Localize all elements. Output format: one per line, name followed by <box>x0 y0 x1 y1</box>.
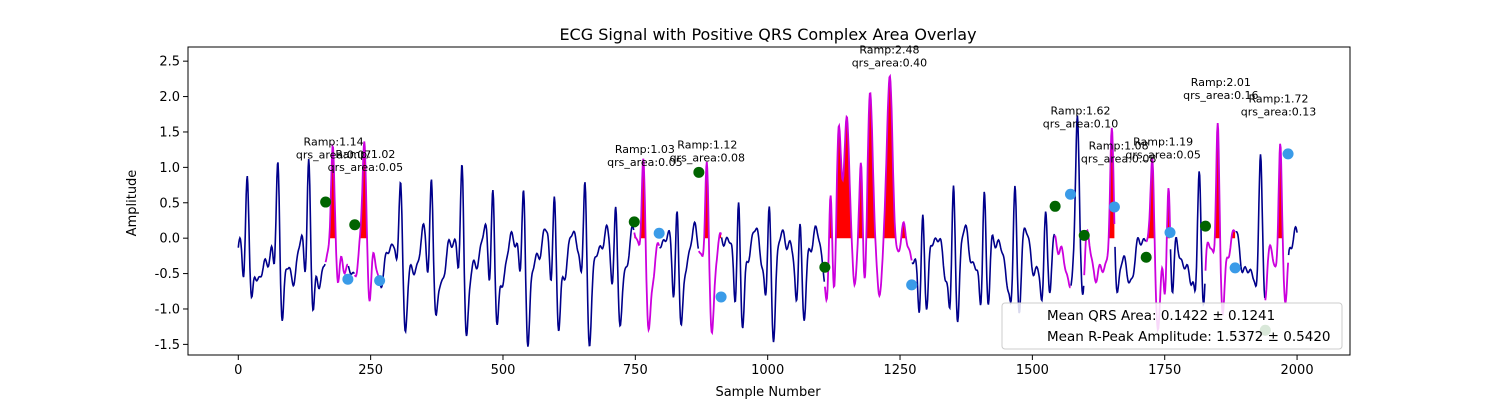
x-tick-label: 0 <box>234 363 242 378</box>
qrs-offset-marker <box>1282 148 1294 160</box>
qrs-onset-marker <box>320 196 332 208</box>
r-amp-label: Ramp:2.01 <box>1191 76 1251 89</box>
ecg-signal-segment <box>1169 171 1206 308</box>
qrs-offset-marker <box>653 227 665 239</box>
qrs-segment-layer <box>324 73 1289 336</box>
y-tick-label: -0.5 <box>155 267 180 282</box>
ecg-signal-segment <box>1114 237 1147 294</box>
r-amp-label: Ramp:1.14 <box>304 135 364 148</box>
x-axis-title: Sample Number <box>715 385 821 400</box>
qrs-area-label: qrs_area:0.05 <box>607 156 682 169</box>
qrs-area-label: qrs_area:0.13 <box>1241 105 1316 118</box>
r-amp-label: Ramp:1.08 <box>1089 140 1149 153</box>
chart-title: ECG Signal with Positive QRS Complex Are… <box>559 25 976 44</box>
x-tick-label: 1500 <box>1016 363 1049 378</box>
qrs-positive-area <box>829 76 907 239</box>
qrs-offset-marker <box>1164 227 1176 239</box>
qrs-onset-marker <box>1078 229 1090 241</box>
r-amp-label: Ramp:1.03 <box>615 143 675 156</box>
qrs-segment <box>698 161 722 336</box>
ecg-signal-segment <box>347 265 355 276</box>
x-tick-label: 1750 <box>1148 363 1181 378</box>
y-tick-label: 1.0 <box>159 161 180 176</box>
legend-entry: Mean R-Peak Amplitude: 1.5372 ± 0.5420 <box>1047 329 1331 345</box>
ecg-signal-segment <box>659 211 700 327</box>
qrs-segment <box>324 143 349 284</box>
qrs-onset-marker <box>693 166 705 178</box>
r-amp-label: Ramp:1.02 <box>335 148 395 161</box>
qrs-area-label: qrs_area:0.08 <box>1081 153 1156 166</box>
qrs-area-label: qrs_area:0.05 <box>328 161 403 174</box>
legend-box <box>1001 302 1343 350</box>
ecg-signal-segment <box>1235 154 1266 299</box>
qrs-onset-marker <box>1140 251 1152 263</box>
ecg-signal-segment <box>379 164 635 347</box>
y-tick-label: 0.5 <box>159 196 180 211</box>
r-amp-label: Ramp:1.72 <box>1249 92 1309 105</box>
qrs-area-label: qrs_area:0.07 <box>296 148 371 161</box>
x-tick-label: 2000 <box>1281 363 1314 378</box>
r-amp-label: Ramp:1.62 <box>1051 104 1111 117</box>
qrs-segment <box>353 141 381 302</box>
qrs-onset-marker <box>628 216 640 228</box>
qrs-onset-marker <box>1199 220 1211 232</box>
ecg-signal-segment <box>911 185 1056 323</box>
qrs-area-label: qrs_area:0.05 <box>1125 148 1200 161</box>
legend-entry: Mean QRS Area: 0.1422 ± 0.1241 <box>1047 308 1275 324</box>
qrs-offset-marker <box>374 275 386 287</box>
x-axis: 0 250 500 750 1000 1250 1500 1750 2000 <box>234 355 1314 378</box>
qrs-offset-marker <box>715 291 727 303</box>
qrs-offset-marker <box>1229 262 1241 274</box>
y-axis: -1.5 -1.0 -0.5 0.0 0.5 1.0 1.5 2.0 2.5 <box>155 55 188 353</box>
ecg-signal-segment <box>1070 115 1085 295</box>
qrs-area-label: qrs_area:0.08 <box>670 151 745 164</box>
r-amp-label: Ramp:1.12 <box>677 138 737 151</box>
qrs-segment <box>633 158 661 334</box>
x-tick-label: 750 <box>623 363 648 378</box>
r-amp-label: Ramp:1.19 <box>1133 135 1193 148</box>
qrs-offset-marker <box>906 279 918 291</box>
beat-annotations: Ramp:1.14qrs_area:0.07Ramp:1.02qrs_area:… <box>296 43 1316 174</box>
plot-area: Ramp:1.14qrs_area:0.07Ramp:1.02qrs_area:… <box>237 43 1316 347</box>
qrs-segment <box>1083 127 1116 284</box>
x-tick-label: 1250 <box>883 363 916 378</box>
y-tick-label: -1.0 <box>155 302 180 317</box>
qrs-segment <box>1264 143 1289 304</box>
ecg-signal-segment <box>720 202 826 343</box>
x-tick-label: 250 <box>358 363 383 378</box>
r-amp-label: Ramp:2.48 <box>859 43 919 56</box>
x-tick-label: 500 <box>491 363 516 378</box>
qrs-onset-marker <box>1049 200 1061 212</box>
qrs-segment <box>824 73 913 304</box>
y-tick-label: 0.0 <box>159 232 180 247</box>
qrs-offset-marker <box>1064 188 1076 200</box>
qrs-onset-marker <box>819 261 831 273</box>
qrs-boundary-markers <box>320 148 1294 336</box>
y-tick-label: 2.5 <box>159 55 180 70</box>
ecg-signal-layer <box>237 115 1298 347</box>
y-tick-label: 2.0 <box>159 90 180 105</box>
y-axis-title: Amplitude <box>125 170 140 237</box>
y-tick-label: -1.5 <box>155 338 180 353</box>
ecg-signal-segment <box>1287 225 1298 256</box>
qrs-segment <box>1054 235 1071 289</box>
qrs-onset-marker <box>349 219 361 231</box>
qrs-area-label: qrs_area:0.10 <box>1043 117 1118 130</box>
qrs-area-label: qrs_area:0.40 <box>852 56 927 69</box>
ecg-signal-segment <box>237 158 326 321</box>
x-tick-label: 1000 <box>751 363 784 378</box>
legend[interactable]: Mean QRS Area: 0.1422 ± 0.1241 Mean R-Pea… <box>1001 302 1343 350</box>
y-tick-label: 1.5 <box>159 125 180 140</box>
qrs-offset-marker <box>342 273 354 285</box>
qrs-segment <box>1204 123 1236 317</box>
qrs-offset-marker <box>1108 201 1120 213</box>
plot-frame <box>187 46 1351 356</box>
qrs-area-label: qrs_area:0.16 <box>1183 89 1258 102</box>
